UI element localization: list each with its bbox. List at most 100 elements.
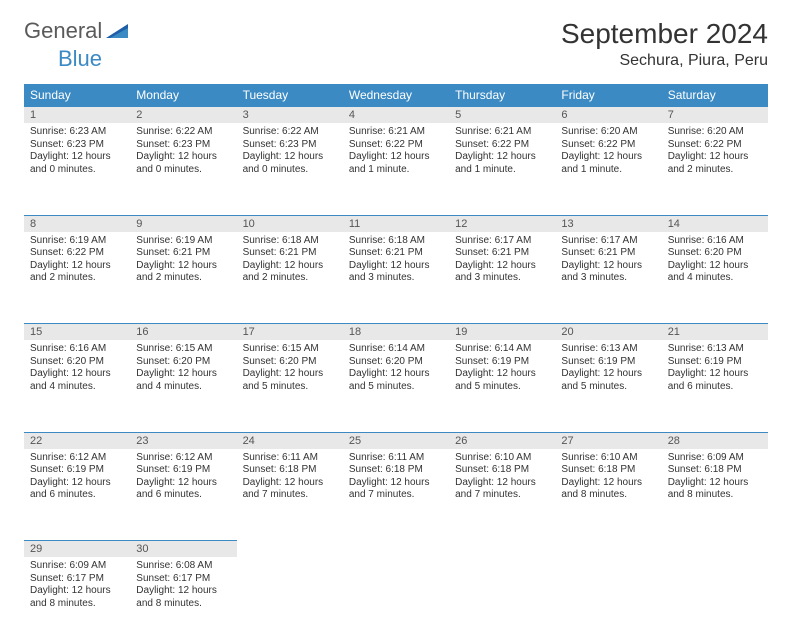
day-content-cell: Sunrise: 6:12 AMSunset: 6:19 PMDaylight:… (24, 449, 130, 535)
sunset-line: Sunset: 6:18 PM (455, 464, 549, 477)
sunrise-line: Sunrise: 6:09 AM (30, 560, 124, 573)
sunset-line: Sunset: 6:19 PM (136, 464, 230, 477)
sunset-line: Sunset: 6:22 PM (30, 247, 124, 260)
day-header: Tuesday (237, 84, 343, 107)
sunset-line: Sunset: 6:20 PM (136, 356, 230, 369)
day-number-cell: 9 (130, 215, 236, 232)
day-content-cell: Sunrise: 6:14 AMSunset: 6:20 PMDaylight:… (343, 340, 449, 426)
day-content-cell: Sunrise: 6:17 AMSunset: 6:21 PMDaylight:… (449, 232, 555, 318)
day-content-row: Sunrise: 6:23 AMSunset: 6:23 PMDaylight:… (24, 123, 768, 209)
sunrise-calendar: Sunday Monday Tuesday Wednesday Thursday… (24, 84, 768, 643)
daylight-line: Daylight: 12 hours and 6 minutes. (136, 477, 230, 502)
month-title: September 2024 (561, 18, 768, 50)
day-content-cell (343, 557, 449, 643)
day-number-cell: 6 (555, 107, 661, 124)
sunrise-line: Sunrise: 6:11 AM (243, 452, 337, 465)
day-number-cell: 13 (555, 215, 661, 232)
day-content-cell: Sunrise: 6:09 AMSunset: 6:18 PMDaylight:… (662, 449, 768, 535)
sunset-line: Sunset: 6:23 PM (136, 139, 230, 152)
day-content-cell: Sunrise: 6:23 AMSunset: 6:23 PMDaylight:… (24, 123, 130, 209)
day-content-cell (449, 557, 555, 643)
sunset-line: Sunset: 6:22 PM (349, 139, 443, 152)
daylight-line: Daylight: 12 hours and 2 minutes. (30, 260, 124, 285)
sunrise-line: Sunrise: 6:22 AM (243, 126, 337, 139)
day-number-cell: 18 (343, 324, 449, 341)
sunrise-line: Sunrise: 6:16 AM (30, 343, 124, 356)
day-content-cell: Sunrise: 6:14 AMSunset: 6:19 PMDaylight:… (449, 340, 555, 426)
day-content-cell: Sunrise: 6:17 AMSunset: 6:21 PMDaylight:… (555, 232, 661, 318)
day-content-row: Sunrise: 6:09 AMSunset: 6:17 PMDaylight:… (24, 557, 768, 643)
day-number-cell (555, 541, 661, 558)
day-content-cell: Sunrise: 6:11 AMSunset: 6:18 PMDaylight:… (343, 449, 449, 535)
daylight-line: Daylight: 12 hours and 5 minutes. (243, 368, 337, 393)
day-content-cell: Sunrise: 6:12 AMSunset: 6:19 PMDaylight:… (130, 449, 236, 535)
daylight-line: Daylight: 12 hours and 5 minutes. (455, 368, 549, 393)
day-number-cell: 7 (662, 107, 768, 124)
day-content-cell: Sunrise: 6:22 AMSunset: 6:23 PMDaylight:… (130, 123, 236, 209)
day-content-cell: Sunrise: 6:16 AMSunset: 6:20 PMDaylight:… (24, 340, 130, 426)
brand-part2: Blue (58, 46, 102, 72)
sunset-line: Sunset: 6:18 PM (668, 464, 762, 477)
sunrise-line: Sunrise: 6:15 AM (136, 343, 230, 356)
day-content-cell: Sunrise: 6:19 AMSunset: 6:22 PMDaylight:… (24, 232, 130, 318)
daylight-line: Daylight: 12 hours and 7 minutes. (349, 477, 443, 502)
day-number-cell: 15 (24, 324, 130, 341)
sunset-line: Sunset: 6:21 PM (561, 247, 655, 260)
sunrise-line: Sunrise: 6:11 AM (349, 452, 443, 465)
daylight-line: Daylight: 12 hours and 4 minutes. (668, 260, 762, 285)
daylight-line: Daylight: 12 hours and 6 minutes. (30, 477, 124, 502)
daylight-line: Daylight: 12 hours and 4 minutes. (136, 368, 230, 393)
daylight-line: Daylight: 12 hours and 2 minutes. (243, 260, 337, 285)
day-number-cell (449, 541, 555, 558)
day-content-row: Sunrise: 6:12 AMSunset: 6:19 PMDaylight:… (24, 449, 768, 535)
sunrise-line: Sunrise: 6:19 AM (136, 235, 230, 248)
day-number-cell: 8 (24, 215, 130, 232)
sunrise-line: Sunrise: 6:10 AM (561, 452, 655, 465)
sunset-line: Sunset: 6:20 PM (243, 356, 337, 369)
sunset-line: Sunset: 6:19 PM (668, 356, 762, 369)
day-content-cell (662, 557, 768, 643)
sunset-line: Sunset: 6:19 PM (455, 356, 549, 369)
sunset-line: Sunset: 6:21 PM (243, 247, 337, 260)
day-number-cell (343, 541, 449, 558)
day-number-cell: 21 (662, 324, 768, 341)
sunrise-line: Sunrise: 6:18 AM (243, 235, 337, 248)
day-number-cell: 23 (130, 432, 236, 449)
sunset-line: Sunset: 6:18 PM (561, 464, 655, 477)
title-block: September 2024 Sechura, Piura, Peru (561, 18, 768, 70)
daylight-line: Daylight: 12 hours and 1 minute. (561, 151, 655, 176)
sunrise-line: Sunrise: 6:21 AM (349, 126, 443, 139)
daylight-line: Daylight: 12 hours and 5 minutes. (561, 368, 655, 393)
sunset-line: Sunset: 6:19 PM (30, 464, 124, 477)
day-number-cell: 3 (237, 107, 343, 124)
day-number-cell: 20 (555, 324, 661, 341)
daylight-line: Daylight: 12 hours and 7 minutes. (243, 477, 337, 502)
sunrise-line: Sunrise: 6:16 AM (668, 235, 762, 248)
daylight-line: Daylight: 12 hours and 0 minutes. (30, 151, 124, 176)
daylight-line: Daylight: 12 hours and 2 minutes. (668, 151, 762, 176)
daylight-line: Daylight: 12 hours and 0 minutes. (243, 151, 337, 176)
daylight-line: Daylight: 12 hours and 5 minutes. (349, 368, 443, 393)
day-content-cell: Sunrise: 6:13 AMSunset: 6:19 PMDaylight:… (555, 340, 661, 426)
sunset-line: Sunset: 6:23 PM (243, 139, 337, 152)
daylight-line: Daylight: 12 hours and 6 minutes. (668, 368, 762, 393)
sunrise-line: Sunrise: 6:21 AM (455, 126, 549, 139)
day-number-cell: 24 (237, 432, 343, 449)
day-content-cell: Sunrise: 6:09 AMSunset: 6:17 PMDaylight:… (24, 557, 130, 643)
sunrise-line: Sunrise: 6:18 AM (349, 235, 443, 248)
day-number-cell: 29 (24, 541, 130, 558)
day-header-row: Sunday Monday Tuesday Wednesday Thursday… (24, 84, 768, 107)
sunrise-line: Sunrise: 6:09 AM (668, 452, 762, 465)
day-number-cell: 1 (24, 107, 130, 124)
sunrise-line: Sunrise: 6:15 AM (243, 343, 337, 356)
sunset-line: Sunset: 6:23 PM (30, 139, 124, 152)
day-number-cell: 27 (555, 432, 661, 449)
sunrise-line: Sunrise: 6:08 AM (136, 560, 230, 573)
day-number-cell: 11 (343, 215, 449, 232)
sunrise-line: Sunrise: 6:22 AM (136, 126, 230, 139)
daylight-line: Daylight: 12 hours and 3 minutes. (455, 260, 549, 285)
sunset-line: Sunset: 6:20 PM (668, 247, 762, 260)
daylight-line: Daylight: 12 hours and 7 minutes. (455, 477, 549, 502)
day-number-cell: 17 (237, 324, 343, 341)
day-number-cell: 16 (130, 324, 236, 341)
